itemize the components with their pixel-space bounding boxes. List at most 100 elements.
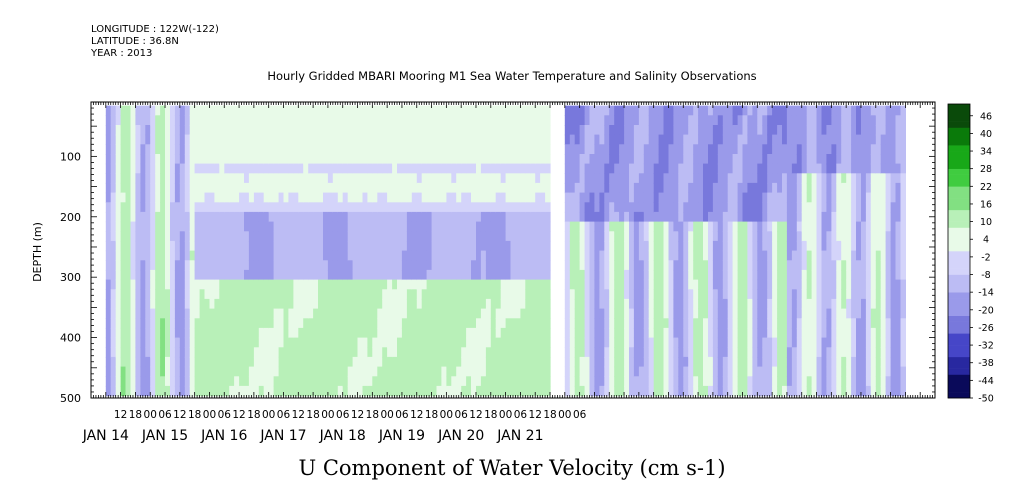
heatmap-cell [476, 289, 482, 300]
heatmap-cell [130, 327, 136, 339]
heatmap-cell [861, 192, 867, 203]
heatmap-cell [258, 289, 265, 300]
heatmap-cell [747, 279, 753, 290]
heatmap-cell [629, 105, 635, 116]
heatmap-cell [821, 115, 827, 126]
heatmap-cell [757, 356, 763, 368]
heatmap-cell [174, 144, 181, 155]
heatmap-cell [441, 385, 447, 397]
heatmap-cell [520, 376, 526, 387]
heatmap-cell [466, 192, 472, 203]
heatmap-cell [382, 356, 388, 368]
heatmap-cell [145, 221, 151, 232]
heatmap-cell [120, 327, 127, 339]
heatmap-cell [303, 240, 309, 252]
heatmap-cell [105, 347, 112, 358]
heatmap-cell [426, 134, 433, 145]
heatmap-cell [880, 289, 887, 300]
heatmap-cell [347, 154, 354, 165]
heatmap-cell [663, 279, 669, 290]
heatmap-cell [821, 337, 827, 348]
heatmap-cell [140, 240, 146, 252]
heatmap-cell [683, 250, 689, 261]
heatmap-cell [194, 163, 201, 174]
heatmap-cell [861, 327, 867, 339]
heatmap-cell [786, 289, 793, 300]
heatmap-cell [278, 260, 285, 271]
heatmap-cell [347, 173, 354, 184]
heatmap-cell [421, 134, 428, 145]
heatmap-cell [629, 337, 635, 348]
heatmap-cell [248, 376, 255, 387]
heatmap-cell [752, 318, 758, 329]
heatmap-cell [258, 337, 265, 348]
heatmap-cell [609, 173, 615, 184]
heatmap-cell [416, 240, 423, 252]
heatmap-cell [816, 163, 822, 174]
heatmap-cell [801, 105, 808, 116]
heatmap-cell [258, 269, 265, 281]
heatmap-cell [308, 376, 314, 387]
heatmap-cell [703, 279, 709, 290]
heatmap-cell [451, 125, 457, 136]
heatmap-cell [431, 347, 438, 358]
heatmap-cell [426, 173, 433, 184]
heatmap-cell [870, 221, 877, 232]
heatmap-cell [693, 231, 699, 242]
heatmap-cell [476, 327, 482, 339]
heatmap-cell [752, 144, 758, 155]
heatmap-cell [120, 221, 127, 232]
heatmap-cell [204, 240, 210, 252]
heatmap-cell [885, 231, 892, 242]
heatmap-cell [851, 182, 857, 194]
heatmap-cell [313, 231, 319, 242]
heatmap-cell [796, 134, 803, 145]
heatmap-cell [638, 298, 645, 310]
heatmap-cell [530, 337, 536, 348]
heatmap-cell [836, 231, 842, 242]
heatmap-cell [372, 250, 378, 261]
heatmap-cell [525, 376, 531, 387]
heatmap-cell [633, 163, 640, 174]
heatmap-cell [727, 231, 734, 242]
heatmap-cell [747, 134, 753, 145]
heatmap-cell [426, 221, 433, 232]
heatmap-cell [782, 376, 788, 387]
heatmap-cell [401, 318, 408, 329]
heatmap-cell [199, 260, 206, 271]
heatmap-cell [698, 163, 704, 174]
heatmap-cell [337, 289, 344, 300]
heatmap-cell [150, 279, 156, 290]
heatmap-cell [841, 231, 847, 242]
heatmap-cell [831, 221, 837, 232]
heatmap-cell [268, 154, 275, 165]
heatmap-cell [332, 289, 339, 300]
heatmap-cell [377, 192, 383, 203]
heatmap-cell [367, 192, 373, 203]
heatmap-cell [214, 376, 220, 387]
heatmap-cell [204, 182, 210, 194]
heatmap-cell [229, 308, 235, 319]
heatmap-cell [890, 279, 897, 290]
heatmap-cell [293, 240, 299, 252]
heatmap-cell [678, 154, 684, 165]
heatmap-cell [742, 269, 748, 281]
heatmap-cell [727, 192, 734, 203]
heatmap-cell [485, 144, 492, 155]
heatmap-cell [411, 221, 418, 232]
heatmap-cell [140, 182, 146, 194]
heatmap-cell [303, 260, 309, 271]
heatmap-cell [115, 356, 122, 368]
heatmap-cell [727, 134, 734, 145]
heatmap-cell [397, 221, 403, 232]
heatmap-cell [234, 202, 240, 213]
heatmap-cell [500, 240, 507, 252]
heatmap-cell [283, 308, 289, 319]
heatmap-cell [658, 105, 665, 116]
heatmap-cell [372, 221, 378, 232]
heatmap-cell [816, 202, 822, 213]
heatmap-cell [411, 308, 418, 319]
heatmap-cell [599, 347, 605, 358]
heatmap-cell [801, 221, 808, 232]
heatmap-cell [900, 356, 906, 368]
